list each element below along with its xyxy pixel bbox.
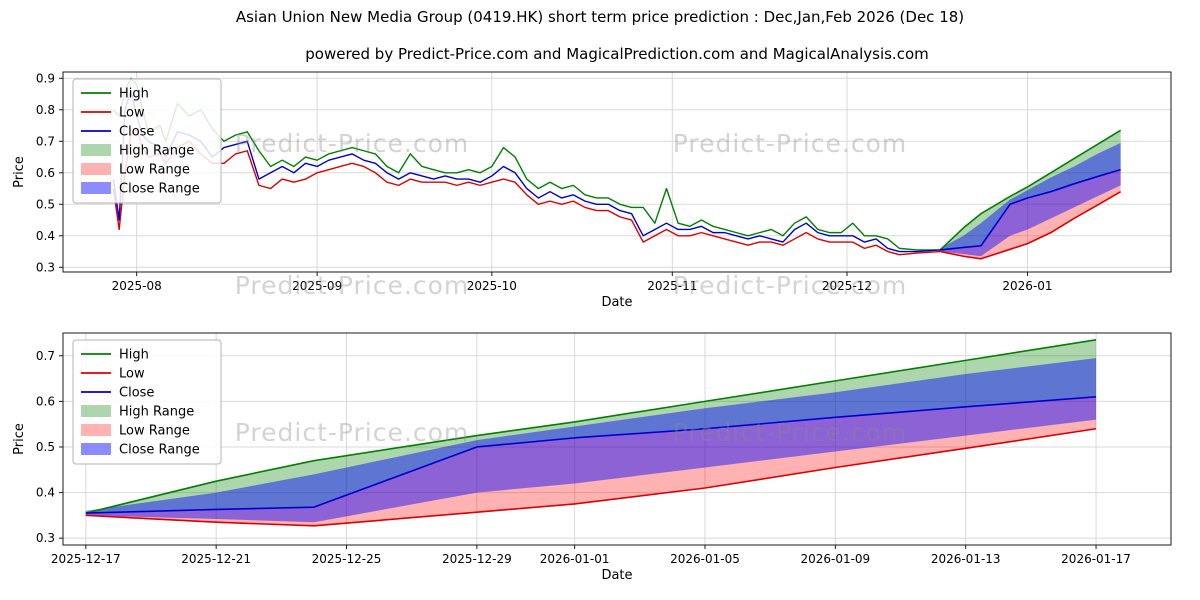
y-tick-label: 0.9 [36, 71, 55, 85]
legend-label: Low [119, 367, 145, 382]
close-forecast-line [940, 168, 1121, 251]
grid [63, 72, 1171, 272]
legend-label: High Range [119, 405, 194, 420]
legend-label: Close Range [119, 182, 200, 197]
legend-swatch-high-range [81, 144, 111, 156]
plot-border [62, 332, 1172, 546]
plot-border [62, 71, 1172, 273]
y-tick-label: 0.4 [36, 229, 55, 243]
x-tick-label: 2026-01-17 [1061, 552, 1131, 566]
high-range-band [85, 339, 1097, 514]
low-forecast-line [939, 190, 1122, 260]
x-axis-label: Date [601, 568, 632, 583]
watermark: Predict-Price.com [235, 129, 469, 158]
x-tick-label: 2026-01 [1002, 279, 1052, 293]
legend-swatch-low-range [81, 424, 111, 436]
x-tick-label: 2025-12 [822, 279, 872, 293]
watermark: Predict-Price.com [235, 271, 469, 300]
y-tick-label: 0.7 [36, 134, 55, 148]
y-tick-label: 0.4 [36, 486, 55, 500]
legend-swatch-low-range [81, 163, 111, 175]
legend-label: Close [119, 125, 154, 140]
close-forecast-line [85, 396, 1097, 514]
x-tick-label: 2026-01-13 [931, 552, 1001, 566]
high-forecast-line [939, 129, 1122, 251]
x-tick-label: 2025-12-29 [442, 552, 512, 566]
watermark: Predict-Price.com [673, 129, 907, 158]
low-range-band [85, 396, 1097, 526]
legend: High Low Close High Range Low Range Close Ran… [72, 78, 222, 204]
y-tick-label: 0.3 [36, 531, 55, 545]
y-tick-label: 0.6 [36, 166, 55, 180]
y-tick-label: 0.3 [36, 260, 55, 274]
legend-swatch-high-range [81, 405, 111, 417]
x-tick-label: 2025-09 [292, 279, 342, 293]
high-line [112, 77, 941, 251]
watermark: Predict-Price.com [673, 271, 907, 300]
x-tick-label: 2026-01-01 [540, 552, 610, 566]
watermark: Predict-Price.com [235, 418, 469, 447]
x-tick-label: 2025-12-21 [181, 552, 251, 566]
close-range-band [940, 142, 1121, 257]
history-and-forecast-svg: 0.3 0.4 0.5 0.6 0.7 0.8 0.9 2025-08 2025-09 2025-… [12, 71, 1172, 310]
x-axis-label: Date [601, 295, 632, 310]
high-range-band [940, 130, 1121, 250]
x-tick-label: 2026-01-09 [800, 552, 870, 566]
x-tick-label: 2025-08 [112, 279, 162, 293]
legend-label: High [119, 87, 149, 102]
low-forecast-line [85, 427, 1097, 527]
legend-swatch-close-range [81, 182, 111, 194]
legend-label: Low Range [119, 163, 190, 178]
x-tick-label: 2026-01-05 [670, 552, 740, 566]
axes-ticks: 0.3 0.4 0.5 0.6 0.7 2025-12-17 2025-12-21 2025-… [36, 349, 1131, 566]
y-axis-label: Price [12, 423, 27, 455]
legend-label: Close Range [119, 443, 200, 458]
legend-swatch-close-range [81, 443, 111, 455]
y-tick-label: 0.5 [36, 197, 55, 211]
x-tick-label: 2025-12-17 [51, 552, 121, 566]
legend-label: Low [119, 106, 145, 121]
low-range-band [940, 169, 1121, 259]
forecast-zoom-svg: 0.3 0.4 0.5 0.6 0.7 2025-12-17 2025-12-21 2025-… [12, 332, 1172, 583]
watermark: Predict-Price.com [673, 418, 907, 447]
legend-label: Low Range [119, 424, 190, 439]
x-tick-label: 2025-10 [467, 279, 517, 293]
legend: High Low Close High Range Low Range Close Ran… [72, 339, 222, 465]
y-tick-label: 0.7 [36, 349, 55, 363]
page-title: Asian Union New Media Group (0419.HK) sh… [235, 8, 965, 26]
legend-box [72, 78, 222, 204]
y-tick-label: 0.6 [36, 394, 55, 408]
y-tick-label: 0.5 [36, 440, 55, 454]
y-tick-label: 0.8 [36, 103, 55, 117]
legend-box [72, 339, 222, 465]
high-forecast-line [85, 339, 1097, 514]
legend-label: High Range [119, 144, 194, 159]
page-subtitle: powered by Predict-Price.com and Magical… [305, 45, 929, 63]
legend-label: High [119, 348, 149, 363]
legend-label: Close [119, 386, 154, 401]
forecast-zoom-chart: 0.3 0.4 0.5 0.6 0.7 2025-12-17 2025-12-21 2025-… [0, 325, 1200, 599]
close-range-band [85, 358, 1097, 523]
axes-ticks: 0.3 0.4 0.5 0.6 0.7 0.8 0.9 2025-08 2025-09 2025-… [36, 71, 1053, 293]
price-history-chart: 0.3 0.4 0.5 0.6 0.7 0.8 0.9 2025-08 2025-09 2025-… [0, 64, 1200, 328]
x-tick-label: 2025-11 [647, 279, 697, 293]
x-tick-label: 2025-12-25 [312, 552, 382, 566]
y-axis-label: Price [12, 156, 27, 188]
